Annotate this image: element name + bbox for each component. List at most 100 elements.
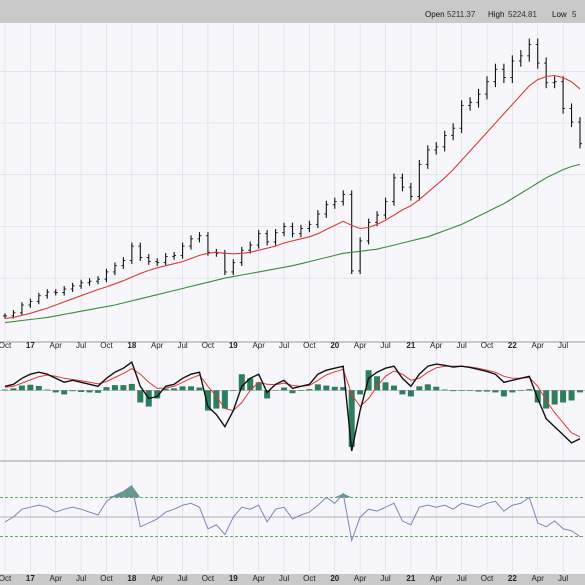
macd-histogram-bar	[568, 390, 575, 401]
macd-histogram-bar	[458, 390, 465, 391]
x-tick-label-price: 18	[127, 341, 136, 350]
x-tick-label-rsi: Apr	[531, 574, 544, 583]
low-label: Low	[552, 10, 567, 19]
x-tick-label-rsi: Oct	[481, 574, 494, 583]
macd-histogram-bar	[424, 384, 431, 391]
x-tick-label-rsi: Apr	[151, 574, 164, 583]
macd-histogram-bar	[188, 386, 195, 391]
x-tick-label-rsi: Jul	[279, 574, 289, 583]
high-value: 5224.81	[508, 10, 537, 19]
macd-histogram-bar	[314, 384, 321, 391]
macd-histogram-bar	[264, 390, 271, 399]
macd-histogram-bar	[137, 390, 144, 403]
macd-histogram-bar	[69, 390, 76, 392]
macd-histogram-bar	[357, 390, 364, 395]
x-tick-label-rsi: Oct	[202, 574, 215, 583]
low-value: 5	[572, 10, 577, 19]
x-tick-label-price: Jul	[177, 341, 187, 350]
macd-histogram-bar	[171, 388, 178, 391]
macd-histogram-bar	[52, 390, 59, 393]
macd-histogram-bar	[500, 390, 507, 397]
macd-histogram-bar	[35, 385, 42, 391]
rsi-overbought-fill	[343, 493, 352, 498]
axis-labels: Oct Oct 17 17 Apr Apr Jul Jul Oct Oct 18 18 Apr Apr Ju…	[0, 341, 568, 583]
macd-histogram-bar	[577, 390, 583, 393]
macd-histogram-bar	[128, 383, 135, 391]
macd-histogram-bar	[61, 390, 68, 395]
macd-histogram-bar	[196, 387, 203, 391]
macd-histogram-bar	[221, 390, 228, 409]
x-tick-label-price: Oct	[100, 341, 113, 350]
x-tick-label-price: 22	[508, 341, 517, 350]
macd-histogram-bar	[399, 390, 406, 395]
x-tick-label-price: 21	[406, 341, 415, 350]
x-tick-label-rsi: 22	[508, 574, 517, 583]
macd-histogram-bar	[390, 385, 397, 391]
macd-histogram-bar	[475, 390, 482, 392]
x-tick-label-price: Jul	[457, 341, 467, 350]
x-tick-label-price: Oct	[303, 341, 316, 350]
x-tick-label-price: Jul	[558, 341, 568, 350]
x-tick-label-rsi: Jul	[457, 574, 467, 583]
moving-average-fast-line	[4, 74, 581, 320]
macd-histogram-bar	[272, 389, 279, 391]
macd-histogram-bar	[255, 382, 262, 391]
macd-line	[4, 360, 581, 452]
x-tick-label-price: Apr	[151, 341, 164, 350]
macd-histogram-bar	[10, 388, 17, 391]
macd-histogram-bar	[247, 378, 254, 391]
macd-histogram-bar	[483, 390, 490, 392]
x-tick-label-rsi: Oct	[100, 574, 113, 583]
x-tick-label-price: 19	[229, 341, 238, 350]
x-tick-label-price: Apr	[430, 341, 443, 350]
x-tick-label-price: Jul	[380, 341, 390, 350]
macd-histogram-bar	[78, 390, 85, 392]
macd-histogram-bar	[120, 385, 127, 391]
macd-histogram-bar	[44, 389, 51, 391]
macd-histogram-bar	[2, 389, 8, 391]
x-tick-label-price: Apr	[531, 341, 544, 350]
macd-histogram-bar	[492, 390, 499, 393]
macd-histogram-bar	[543, 390, 550, 409]
high-label: High	[488, 10, 504, 19]
x-tick-label-rsi: 21	[406, 574, 415, 583]
macd-histogram-bar	[441, 389, 448, 391]
macd-histogram-bar	[289, 390, 296, 394]
macd-histogram-bar	[534, 390, 541, 403]
macd-histogram-bar	[416, 386, 423, 391]
macd-histogram-bar	[323, 385, 330, 391]
macd-histogram-bar	[95, 390, 102, 393]
macd-histogram-bar	[560, 390, 567, 403]
macd-histogram-bar	[18, 385, 25, 391]
macd-histogram-bar	[551, 390, 558, 405]
x-tick-label-rsi: Apr	[430, 574, 443, 583]
macd-histogram-bar	[340, 387, 347, 391]
macd-histogram-bar	[374, 376, 381, 391]
macd-histogram-bar	[382, 382, 389, 391]
x-tick-label-price: Oct	[202, 341, 215, 350]
x-tick-label-price: Oct	[0, 341, 12, 350]
x-tick-label-rsi: Apr	[252, 574, 265, 583]
x-tick-label-rsi: 19	[229, 574, 238, 583]
macd-histogram-bar	[213, 390, 220, 409]
x-tick-label-price: 20	[330, 341, 339, 350]
macd-histogram-bar	[281, 387, 288, 391]
x-tick-label-rsi: Jul	[76, 574, 86, 583]
rsi-line	[4, 484, 581, 543]
macd-histogram-bar	[86, 390, 93, 393]
macd-histogram-bar	[179, 386, 186, 391]
macd-histogram-bar	[517, 390, 524, 391]
x-tick-label-rsi: 17	[26, 574, 35, 583]
x-tick-label-rsi: Jul	[177, 574, 187, 583]
x-tick-label-price: Apr	[354, 341, 367, 350]
x-tick-label-rsi: 20	[330, 574, 339, 583]
macd-histogram-bar	[433, 386, 440, 391]
ohlc-readout: Open 5211.37 High 5224.81 Low 5	[425, 10, 577, 19]
x-tick-label-rsi: 18	[127, 574, 136, 583]
x-tick-label-price: 17	[26, 341, 35, 350]
x-tick-label-price: Oct	[481, 341, 494, 350]
x-tick-label-price: Jul	[279, 341, 289, 350]
macd-histogram-bar	[297, 390, 304, 391]
price-panel	[0, 23, 585, 341]
macd-histogram-bar	[162, 388, 169, 391]
